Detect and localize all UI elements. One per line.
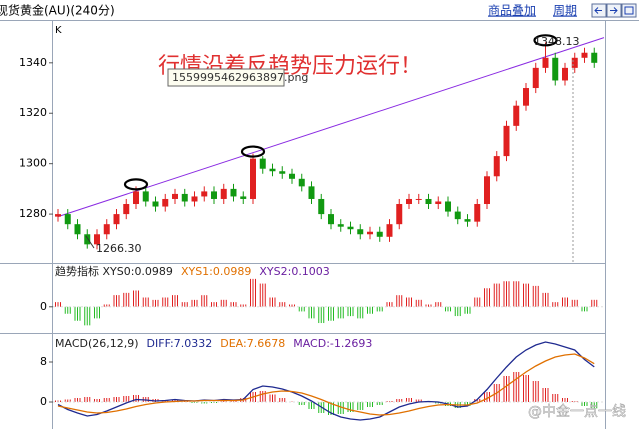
legend-entry: XYS1:0.0989	[181, 265, 251, 278]
candle-body	[542, 57, 549, 68]
highlight-ellipse	[533, 34, 558, 47]
price-pointer	[85, 235, 95, 249]
candle-body	[113, 214, 120, 225]
candle-body	[250, 158, 256, 199]
indicator-line	[57, 353, 595, 416]
candle-body	[142, 191, 149, 202]
candle-body	[484, 176, 490, 205]
axis-label: K	[55, 25, 62, 36]
candle-body	[152, 201, 159, 207]
candle-body	[328, 214, 334, 225]
period-link[interactable]: 周期	[553, 4, 577, 18]
candle-body	[298, 178, 305, 187]
button-icon	[624, 6, 634, 15]
tooltip-box	[167, 68, 285, 87]
legend-entry: 趋势指标 XYS0:0.0989	[55, 264, 173, 278]
overlay-link[interactable]: 商品叠加	[488, 3, 536, 18]
candle-body	[201, 191, 208, 197]
candle-body	[162, 198, 169, 207]
candle-body	[503, 125, 510, 157]
y-tick-label: 0	[40, 395, 47, 408]
legend-entry: MACD(26,12,9)	[55, 337, 139, 350]
y-tick-label: 1300	[19, 157, 47, 170]
candle-body	[133, 191, 139, 205]
legend-entry: DEA:7.6678	[220, 337, 285, 350]
candle-body	[211, 191, 217, 199]
price-label: 1266.30	[96, 242, 142, 255]
candle-body	[318, 198, 325, 215]
candle-body	[425, 198, 432, 205]
candle-body	[396, 204, 403, 225]
highlight-ellipse	[123, 178, 149, 191]
candle-body	[552, 57, 559, 81]
candle-body	[523, 88, 529, 106]
candle-body	[84, 234, 91, 245]
price-label: 1348.13	[534, 35, 580, 48]
legend-entry: XYS2:0.1003	[259, 265, 329, 278]
button-icon	[610, 7, 618, 14]
candle-body	[454, 211, 461, 220]
header-title: 现货黄金(AU)(240分)	[0, 3, 115, 18]
candle-body	[435, 201, 442, 205]
candle-body	[172, 193, 178, 199]
candle-body	[571, 57, 578, 68]
candle-body	[474, 204, 481, 222]
candle-body	[347, 226, 354, 230]
indicator-line	[57, 341, 595, 421]
candle-body	[269, 168, 276, 172]
tooltip-text: 1559995462963897.png	[172, 71, 308, 84]
candle-body	[337, 224, 344, 227]
legend-entry: MACD:-1.2693	[293, 337, 372, 350]
button[interactable]	[621, 3, 637, 18]
candle-body	[367, 231, 373, 235]
candle-body	[445, 201, 451, 212]
candle-body	[191, 196, 198, 202]
candle-body	[493, 156, 500, 177]
candle-body	[94, 234, 100, 245]
candle-body	[74, 224, 81, 235]
y-tick-label: 1280	[19, 207, 47, 220]
candle-body	[406, 198, 412, 205]
candle-body	[464, 219, 471, 222]
candle-body	[513, 105, 520, 126]
candle-body	[259, 158, 266, 169]
candle-body	[581, 52, 588, 58]
candle-body	[591, 52, 598, 63]
candle-body	[357, 229, 364, 235]
window-buttons[interactable]	[591, 3, 637, 18]
y-tick-label: 1320	[19, 106, 47, 119]
candle-body	[376, 231, 383, 237]
candle-body	[123, 204, 130, 215]
y-tick-label: 8	[40, 355, 47, 368]
candle-body	[230, 188, 237, 197]
candle-body	[220, 188, 227, 199]
candle-body	[240, 196, 247, 199]
candle-body	[64, 214, 71, 225]
candle-body	[415, 198, 422, 200]
candle-body	[308, 186, 315, 199]
legend-entry: DIFF:7.0332	[147, 337, 213, 350]
button-icon	[594, 7, 602, 14]
candle-body	[279, 171, 286, 174]
candle-body	[289, 173, 295, 179]
trend-line	[57, 37, 605, 218]
highlight-ellipse	[240, 145, 266, 158]
y-tick-label: 0	[40, 300, 47, 313]
candle-body	[103, 224, 110, 235]
candle-body	[532, 67, 539, 89]
candle-body	[181, 193, 188, 202]
y-tick-label: 1340	[19, 56, 47, 69]
candle-body	[386, 224, 393, 237]
watermark: @中金一点一线	[528, 404, 626, 420]
candle-body	[55, 214, 61, 217]
candle-body	[562, 67, 568, 81]
